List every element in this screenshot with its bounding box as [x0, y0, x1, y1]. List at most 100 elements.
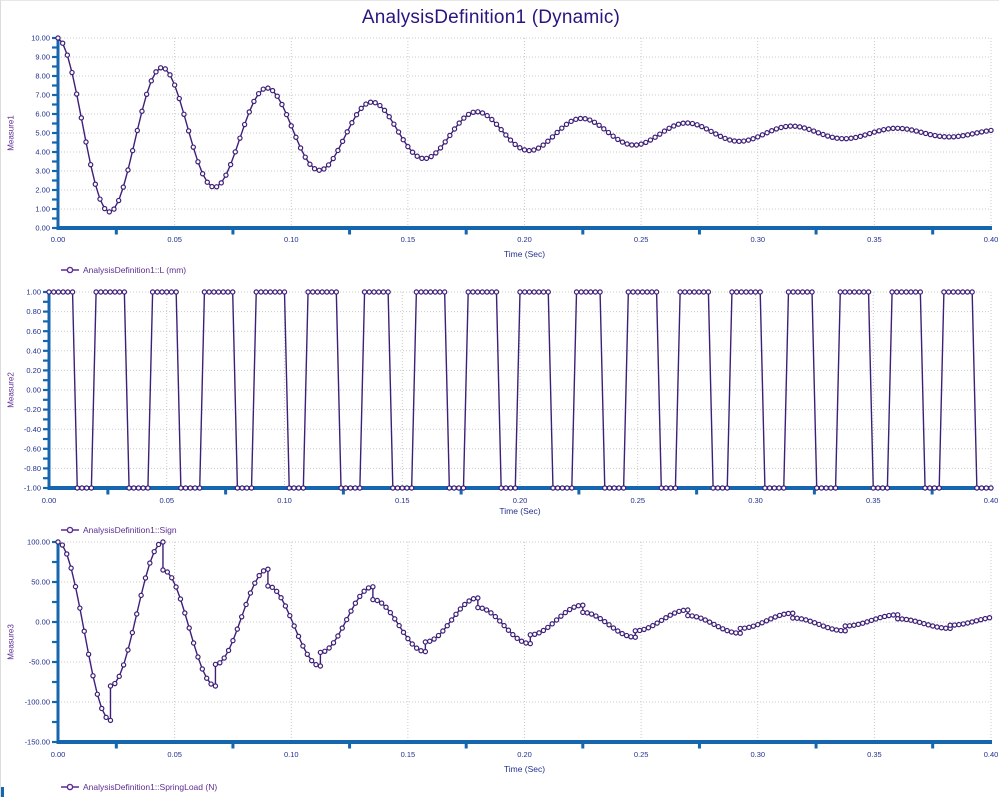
data-point-marker [211, 289, 217, 295]
data-point-marker [234, 626, 241, 632]
data-point-marker [675, 121, 682, 127]
x-tick-label: 0.40 [984, 235, 999, 244]
data-point-marker [405, 635, 411, 642]
data-point-marker [98, 289, 104, 295]
data-point-marker [282, 603, 289, 609]
data-point-marker [400, 136, 406, 143]
data-point-marker [861, 289, 867, 295]
data-point-marker [273, 588, 280, 595]
data-point-marker [983, 485, 989, 491]
data-point-marker [291, 485, 297, 491]
data-point-marker [465, 289, 471, 295]
data-point-marker [875, 485, 881, 491]
y-axis-tick [43, 310, 48, 313]
data-point-marker [492, 613, 499, 620]
x-tick-label: 0.10 [284, 235, 299, 244]
data-point-marker [768, 616, 774, 622]
y-axis-tick [52, 131, 57, 135]
data-point-marker [339, 625, 345, 631]
data-point-marker [162, 66, 168, 72]
x-axis-tick [348, 744, 352, 749]
data-point-marker [288, 123, 294, 129]
data-point-marker [601, 618, 608, 625]
data-point-marker [413, 289, 420, 295]
data-point-marker [691, 289, 697, 295]
data-point-marker [192, 485, 198, 491]
data-point-marker [559, 485, 566, 491]
data-point-marker [190, 640, 197, 646]
data-point-marker [801, 125, 808, 131]
data-point-marker [338, 485, 344, 491]
legend-measure1[interactable]: AnalysisDefinition1::L (mm) [61, 265, 186, 275]
data-point-marker [540, 627, 547, 634]
data-point-marker [814, 485, 820, 491]
data-point-marker [330, 155, 336, 162]
y-axis-tick [52, 150, 57, 154]
legend-measure3[interactable]: AnalysisDefinition1::SpringLoad (N) [61, 782, 217, 792]
y-tick-label: 3.00 [35, 167, 50, 176]
data-point-marker [536, 289, 542, 295]
data-point-marker [741, 625, 748, 631]
data-point-marker [569, 485, 575, 491]
data-point-marker [221, 655, 227, 661]
data-point-marker [535, 145, 542, 151]
data-point-marker [73, 91, 80, 97]
legend-label: AnalysisDefinition1::L (mm) [83, 265, 187, 275]
data-point-marker [925, 622, 932, 628]
data-point-marker [181, 111, 187, 117]
data-point-marker [728, 629, 735, 635]
data-point-marker [64, 52, 71, 58]
data-point-marker [785, 289, 792, 295]
data-point-marker [694, 122, 700, 128]
data-point-marker [563, 121, 570, 128]
data-point-marker [343, 616, 350, 623]
data-point-marker [510, 631, 516, 638]
page-title: AnalysisDefinition1 (Dynamic) [361, 7, 621, 28]
legend-measure2[interactable]: AnalysisDefinition1::Sign [61, 525, 177, 535]
data-point-marker [794, 615, 800, 621]
data-point-marker [55, 35, 61, 41]
data-point-marker [227, 161, 234, 168]
data-point-marker [168, 289, 175, 295]
data-point-marker [517, 289, 523, 295]
data-point-marker [899, 616, 905, 622]
data-point-marker [451, 126, 458, 132]
data-point-marker [295, 485, 302, 491]
y-axis-tick [52, 600, 57, 604]
data-point-marker [251, 98, 257, 105]
data-point-marker [229, 289, 236, 295]
data-point-marker [936, 133, 943, 139]
data-point-marker [68, 565, 74, 571]
data-point-marker [423, 289, 429, 295]
x-tick-label: 0.40 [984, 496, 999, 505]
y-axis-tick [52, 720, 57, 724]
data-point-marker [960, 289, 966, 295]
data-point-marker [633, 142, 640, 148]
x-axis-tick [114, 744, 118, 749]
data-point-marker [317, 649, 324, 656]
data-point-marker [773, 126, 780, 132]
y-axis-tick [43, 320, 48, 323]
y-axis-tick [52, 226, 57, 230]
data-point-marker [666, 125, 672, 132]
data-point-marker [945, 289, 952, 295]
data-point-marker [804, 289, 811, 295]
data-point-marker [138, 592, 144, 599]
data-point-marker [204, 179, 210, 185]
data-point-marker [705, 289, 712, 295]
y-axis-tick [52, 640, 57, 644]
data-point-marker [120, 662, 127, 668]
data-point-marker [564, 485, 570, 491]
x-axis-tick [695, 490, 699, 495]
data-point-marker [267, 289, 274, 295]
data-point-marker [672, 485, 679, 491]
data-point-marker [834, 135, 840, 141]
x-tick-label: 0.35 [866, 496, 881, 505]
data-point-marker [493, 289, 500, 295]
data-point-marker [855, 621, 862, 628]
data-point-marker [650, 622, 656, 629]
data-point-marker [157, 65, 164, 71]
data-point-marker [90, 673, 96, 679]
y-axis-tick [52, 700, 57, 704]
